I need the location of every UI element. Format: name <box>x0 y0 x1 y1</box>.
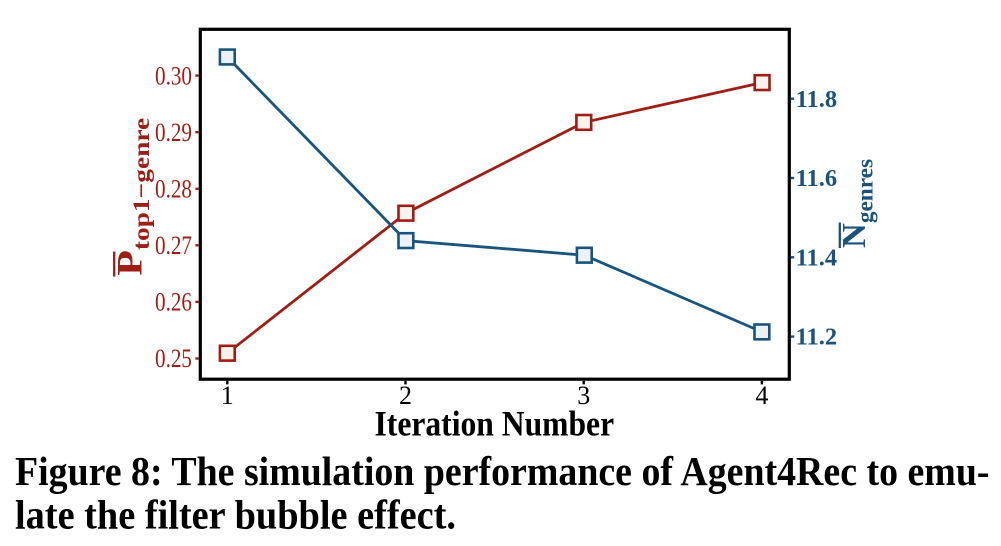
svg-text:11.4: 11.4 <box>796 244 838 271</box>
svg-text:Ngenres: Ngenres <box>836 159 878 248</box>
svg-text:0.26: 0.26 <box>155 288 192 317</box>
svg-text:late the filter bubble effect.: late the filter bubble effect. <box>15 491 456 537</box>
svg-text:11.6: 11.6 <box>796 165 838 192</box>
svg-text:Figure 8: The simulation perfo: Figure 8: The simulation performance of … <box>15 448 990 494</box>
svg-text:0.25: 0.25 <box>155 344 192 373</box>
svg-text:0.27: 0.27 <box>155 231 192 260</box>
svg-text:11.2: 11.2 <box>796 324 838 351</box>
svg-text:1: 1 <box>221 381 234 410</box>
svg-text:4: 4 <box>755 381 768 410</box>
svg-text:Ptop1−genre: Ptop1−genre <box>110 118 156 276</box>
svg-text:0.28: 0.28 <box>155 175 192 204</box>
svg-text:2: 2 <box>399 381 412 410</box>
svg-text:3: 3 <box>577 381 590 410</box>
svg-text:0.30: 0.30 <box>155 61 192 90</box>
svg-text:0.29: 0.29 <box>155 118 192 147</box>
svg-text:11.8: 11.8 <box>796 86 838 113</box>
svg-text:Iteration Number: Iteration Number <box>375 404 615 444</box>
